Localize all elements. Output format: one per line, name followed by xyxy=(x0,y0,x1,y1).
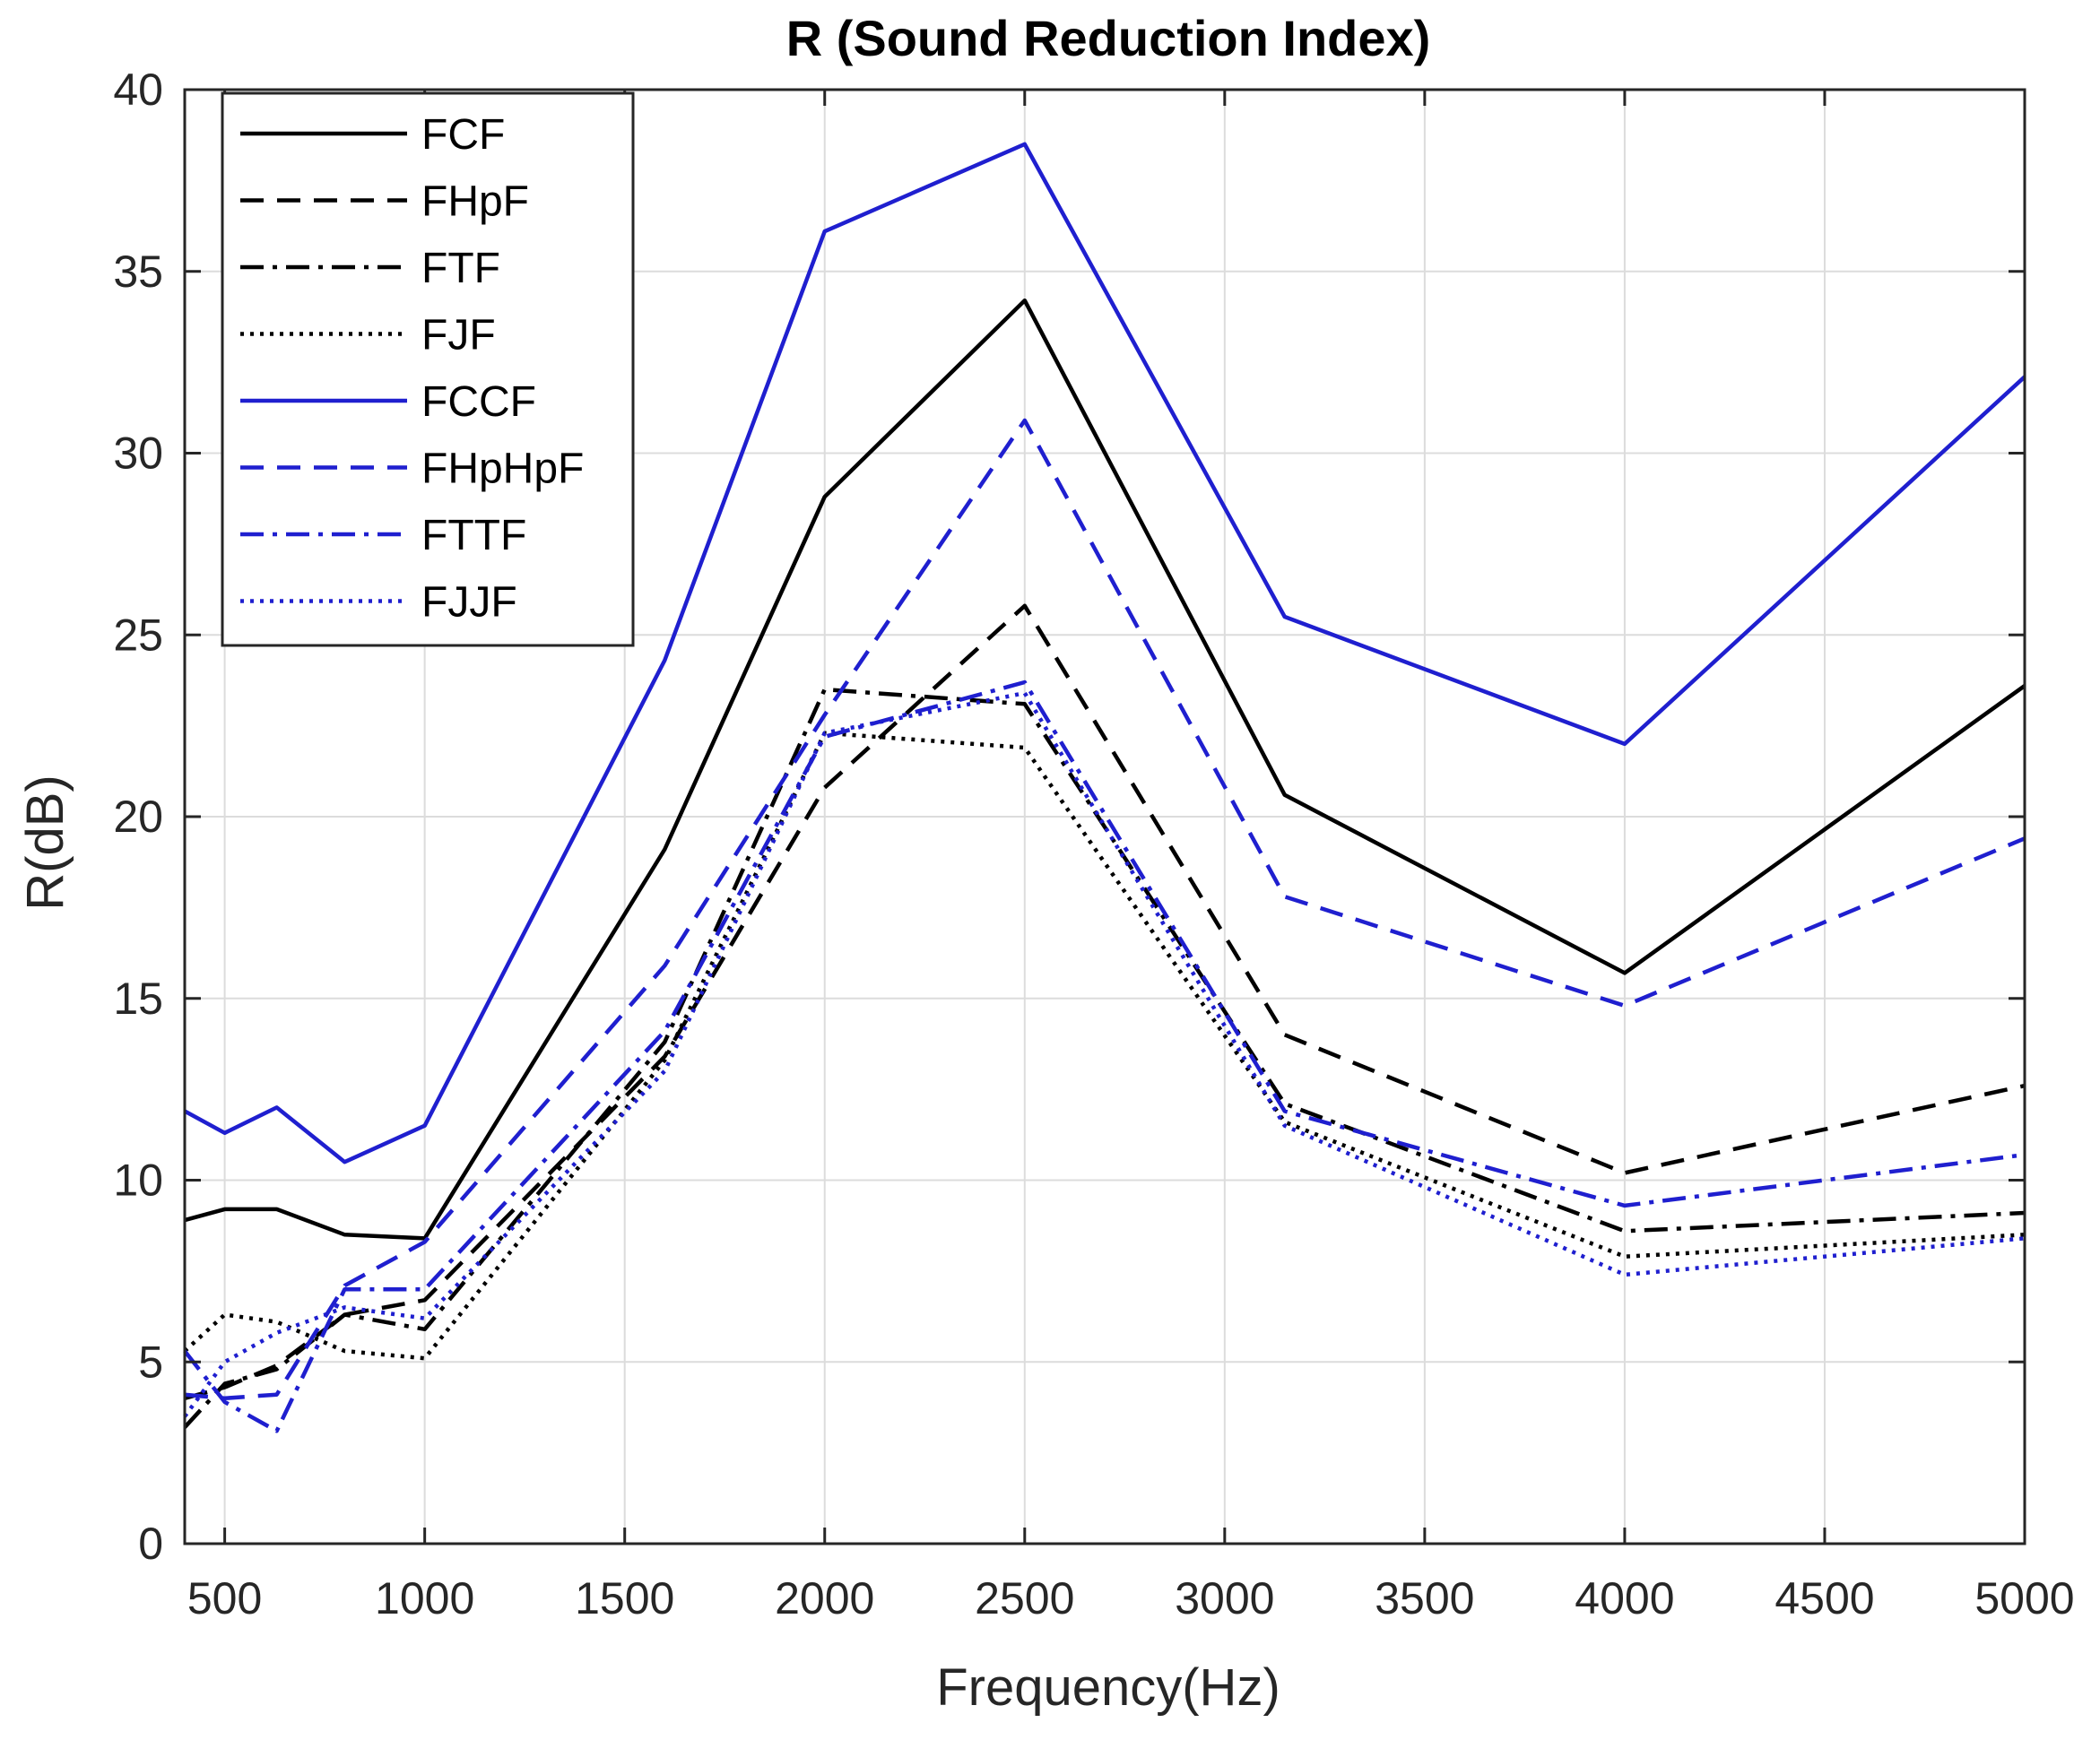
x-tick-label: 1500 xyxy=(575,1573,674,1623)
y-axis-title: R(dB) xyxy=(16,775,74,910)
y-tick-label: 35 xyxy=(113,247,163,297)
legend: FCF FHpF FTF FJF FCCF FHpHpF FTTF FJJF xyxy=(221,91,635,647)
x-tick-label: 5000 xyxy=(1974,1573,2074,1623)
x-tick-label: 2500 xyxy=(975,1573,1074,1623)
y-tick-label: 15 xyxy=(113,974,163,1024)
y-tick-label: 0 xyxy=(138,1519,163,1569)
series-line-fhphpf xyxy=(184,418,2026,1401)
series-line-fjf xyxy=(183,731,2026,1361)
x-tick-label: 3000 xyxy=(1175,1573,1274,1623)
x-tick-label: 2000 xyxy=(775,1573,874,1623)
y-tick-label: 25 xyxy=(113,610,163,660)
series-group xyxy=(183,142,2026,1433)
x-tick-label: 4000 xyxy=(1575,1573,1674,1623)
series-line-fttf xyxy=(183,680,2026,1433)
y-tick-label: 40 xyxy=(113,65,163,115)
series-line-fcf xyxy=(184,298,2026,1241)
legend-label-ftf: FTF xyxy=(421,245,500,292)
chart-title: R (Sound Reduction Index) xyxy=(786,10,1431,66)
x-axis-title: Frequency(Hz) xyxy=(936,1658,1280,1717)
legend-label-fhphpf: FHpHpF xyxy=(421,446,584,493)
series-line-ftf xyxy=(183,687,2026,1429)
axis-ticks: 500 1000 1500 2000 2500 3000 3500 4000 4500 5000 0… xyxy=(113,65,2074,1623)
legend-label-fccf: FCCF xyxy=(421,378,536,426)
legend-label-fttf: FTTF xyxy=(421,512,526,559)
legend-box xyxy=(221,91,635,647)
y-tick-label: 10 xyxy=(113,1156,163,1206)
y-tick-label: 30 xyxy=(113,429,163,479)
x-tick-label: 3500 xyxy=(1375,1573,1474,1623)
x-tick-label: 4500 xyxy=(1775,1573,1874,1623)
y-tick-label: 20 xyxy=(113,792,163,842)
legend-label-fhpf: FHpF xyxy=(421,178,529,226)
legend-label-fcf: FCF xyxy=(421,111,505,159)
legend-label-fjf: FJF xyxy=(421,312,496,359)
legend-label-fjjf: FJJF xyxy=(421,579,517,627)
x-tick-label: 500 xyxy=(187,1573,262,1623)
series-line-fccf xyxy=(183,142,2026,1164)
x-tick-label: 1000 xyxy=(375,1573,474,1623)
y-tick-label: 5 xyxy=(138,1337,163,1387)
